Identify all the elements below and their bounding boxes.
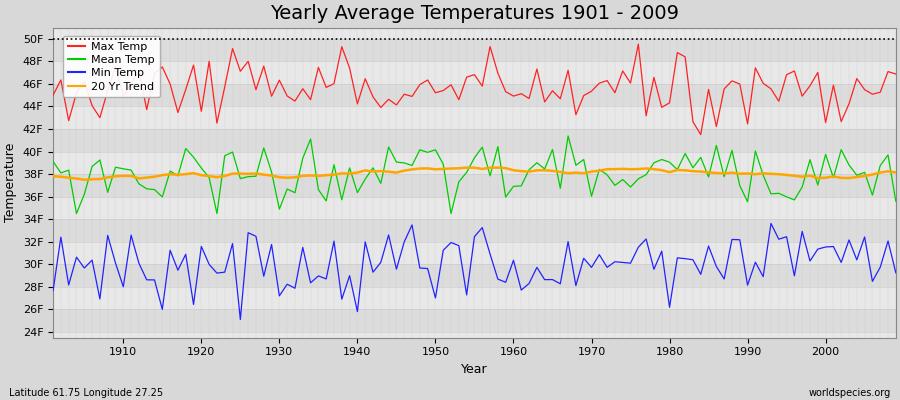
Bar <box>53 309 896 332</box>
Y-axis label: Temperature: Temperature <box>4 143 17 222</box>
Text: Latitude 61.75 Longitude 27.25: Latitude 61.75 Longitude 27.25 <box>9 388 163 398</box>
Bar <box>53 129 896 152</box>
Bar <box>53 219 896 242</box>
Bar <box>53 39 896 61</box>
Bar <box>53 197 896 219</box>
Bar <box>53 61 896 84</box>
Bar <box>53 242 896 264</box>
Bar <box>53 287 896 309</box>
Bar <box>53 106 896 129</box>
Title: Yearly Average Temperatures 1901 - 2009: Yearly Average Temperatures 1901 - 2009 <box>270 4 679 23</box>
X-axis label: Year: Year <box>461 363 488 376</box>
Bar <box>53 152 896 174</box>
Legend: Max Temp, Mean Temp, Min Temp, 20 Yr Trend: Max Temp, Mean Temp, Min Temp, 20 Yr Tre… <box>63 36 160 97</box>
Bar <box>53 84 896 106</box>
Bar <box>53 264 896 287</box>
Text: worldspecies.org: worldspecies.org <box>809 388 891 398</box>
Bar <box>53 174 896 197</box>
